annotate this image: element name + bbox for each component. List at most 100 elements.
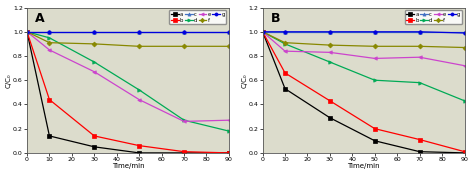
g xyxy=(417,31,422,33)
f xyxy=(327,44,333,46)
d xyxy=(181,119,187,121)
c xyxy=(327,31,333,33)
Line: e: e xyxy=(261,30,466,67)
f xyxy=(226,45,232,47)
b xyxy=(91,135,97,137)
Y-axis label: C/C₀: C/C₀ xyxy=(6,73,11,88)
b xyxy=(282,72,288,74)
e xyxy=(327,51,333,53)
f xyxy=(181,45,187,47)
Text: A: A xyxy=(35,12,45,25)
a xyxy=(226,152,232,154)
d xyxy=(372,79,378,81)
e xyxy=(137,99,142,101)
Line: g: g xyxy=(261,30,466,35)
e xyxy=(260,31,265,33)
d xyxy=(462,100,467,102)
b xyxy=(226,152,232,154)
Line: a: a xyxy=(25,30,231,155)
g xyxy=(24,31,30,33)
e xyxy=(282,50,288,52)
e xyxy=(417,56,422,58)
f xyxy=(417,45,422,47)
e xyxy=(372,57,378,60)
Line: c: c xyxy=(25,30,231,34)
d xyxy=(137,89,142,91)
c xyxy=(372,31,378,33)
g xyxy=(327,31,333,33)
f xyxy=(137,45,142,47)
d xyxy=(226,130,232,132)
c xyxy=(46,31,52,33)
g xyxy=(46,31,52,33)
c xyxy=(417,31,422,33)
f xyxy=(24,31,30,33)
Line: d: d xyxy=(25,30,231,133)
a xyxy=(181,152,187,154)
c xyxy=(24,31,30,33)
d xyxy=(327,61,333,63)
e xyxy=(24,31,30,33)
f xyxy=(46,42,52,44)
Line: a: a xyxy=(261,30,466,155)
b xyxy=(417,139,422,141)
Text: B: B xyxy=(271,12,280,25)
e xyxy=(91,71,97,73)
d xyxy=(260,31,265,33)
a xyxy=(260,31,265,33)
c xyxy=(137,31,142,33)
f xyxy=(91,43,97,45)
g xyxy=(91,31,97,33)
Line: g: g xyxy=(25,30,231,34)
f xyxy=(260,31,265,33)
d xyxy=(417,82,422,84)
g xyxy=(282,31,288,33)
d xyxy=(91,61,97,63)
a xyxy=(282,88,288,90)
e xyxy=(46,49,52,51)
b xyxy=(181,151,187,153)
Legend: a, b, c, d, e, f, g: a, b, c, d, e, f, g xyxy=(405,10,462,24)
g xyxy=(260,31,265,33)
a xyxy=(372,140,378,142)
X-axis label: Time/min: Time/min xyxy=(112,163,144,169)
Line: f: f xyxy=(25,30,231,48)
a xyxy=(24,31,30,33)
Line: b: b xyxy=(261,30,466,153)
e xyxy=(462,65,467,67)
Line: f: f xyxy=(261,30,466,49)
Line: d: d xyxy=(261,30,466,103)
b xyxy=(462,151,467,153)
g xyxy=(372,31,378,33)
c xyxy=(226,31,232,33)
X-axis label: Time/min: Time/min xyxy=(347,163,380,169)
c xyxy=(91,31,97,33)
Line: b: b xyxy=(25,30,231,155)
d xyxy=(24,31,30,33)
e xyxy=(226,119,232,121)
a xyxy=(462,152,467,154)
a xyxy=(91,146,97,148)
d xyxy=(46,37,52,39)
a xyxy=(417,151,422,153)
b xyxy=(137,145,142,147)
a xyxy=(46,135,52,137)
b xyxy=(24,31,30,33)
a xyxy=(137,152,142,154)
f xyxy=(372,45,378,47)
Y-axis label: C/C₀: C/C₀ xyxy=(241,73,247,88)
c xyxy=(462,31,467,33)
g xyxy=(137,31,142,33)
Line: e: e xyxy=(25,30,231,123)
b xyxy=(372,128,378,130)
g xyxy=(181,31,187,33)
g xyxy=(226,31,232,33)
d xyxy=(282,43,288,45)
a xyxy=(327,117,333,119)
Line: c: c xyxy=(261,30,466,34)
c xyxy=(181,31,187,33)
b xyxy=(46,99,52,101)
g xyxy=(462,32,467,34)
c xyxy=(260,31,265,33)
f xyxy=(462,47,467,49)
